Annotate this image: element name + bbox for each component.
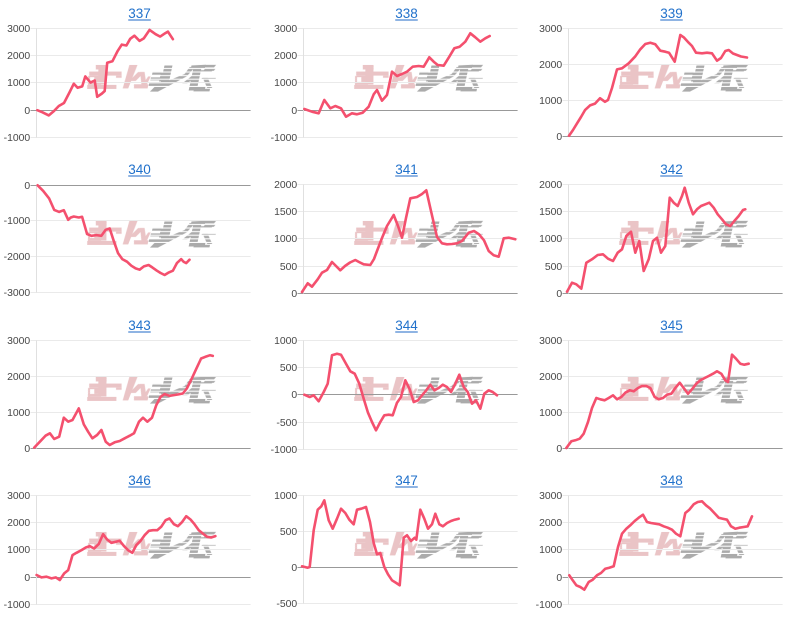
svg-text:1000: 1000 [7,545,30,556]
svg-text:2000: 2000 [539,372,562,383]
svg-text:500: 500 [280,363,298,374]
svg-text:-1000: -1000 [271,445,298,456]
svg-text:0: 0 [556,132,562,143]
svg-text:0: 0 [24,181,30,192]
svg-text:1000: 1000 [274,234,297,245]
svg-text:0: 0 [24,106,30,117]
svg-text:3000: 3000 [7,491,30,502]
svg-text:-500: -500 [276,418,297,429]
svg-text:2000: 2000 [7,518,30,529]
svg-text:500: 500 [280,527,298,538]
svg-text:2000: 2000 [7,51,30,62]
svg-text:-1000: -1000 [536,600,563,611]
svg-text:0: 0 [291,106,297,117]
svg-text:1000: 1000 [274,491,297,502]
svg-text:0: 0 [24,573,30,584]
svg-text:-1000: -1000 [4,600,31,611]
svg-text:3000: 3000 [7,24,30,35]
svg-text:3000: 3000 [539,336,562,347]
svg-text:1000: 1000 [7,408,30,419]
svg-text:0: 0 [291,289,297,300]
svg-text:3000: 3000 [539,24,562,35]
svg-text:2000: 2000 [274,51,297,62]
svg-text:2000: 2000 [539,180,562,191]
svg-text:1000: 1000 [274,78,297,89]
svg-text:1000: 1000 [539,545,562,556]
svg-text:3000: 3000 [539,491,562,502]
svg-text:1000: 1000 [539,408,562,419]
svg-text:0: 0 [556,573,562,584]
svg-text:0: 0 [556,444,562,455]
svg-text:-3000: -3000 [4,288,31,299]
svg-text:1000: 1000 [539,234,562,245]
svg-text:2000: 2000 [7,372,30,383]
svg-text:1500: 1500 [539,207,562,218]
svg-text:2000: 2000 [274,180,297,191]
svg-text:1000: 1000 [274,336,297,347]
svg-text:1000: 1000 [539,96,562,107]
svg-text:-1000: -1000 [271,133,298,144]
svg-text:0: 0 [291,390,297,401]
svg-text:0: 0 [291,563,297,574]
svg-text:500: 500 [280,262,298,273]
svg-text:2000: 2000 [539,60,562,71]
svg-text:1500: 1500 [274,207,297,218]
svg-text:0: 0 [556,289,562,300]
svg-text:500: 500 [545,262,563,273]
svg-text:3000: 3000 [274,24,297,35]
svg-text:-2000: -2000 [4,252,31,263]
svg-text:3000: 3000 [7,336,30,347]
svg-text:0: 0 [24,444,30,455]
svg-text:-1000: -1000 [4,133,31,144]
svg-text:2000: 2000 [539,518,562,529]
svg-text:1000: 1000 [7,78,30,89]
svg-text:-500: -500 [276,599,297,610]
svg-text:-1000: -1000 [4,216,31,227]
